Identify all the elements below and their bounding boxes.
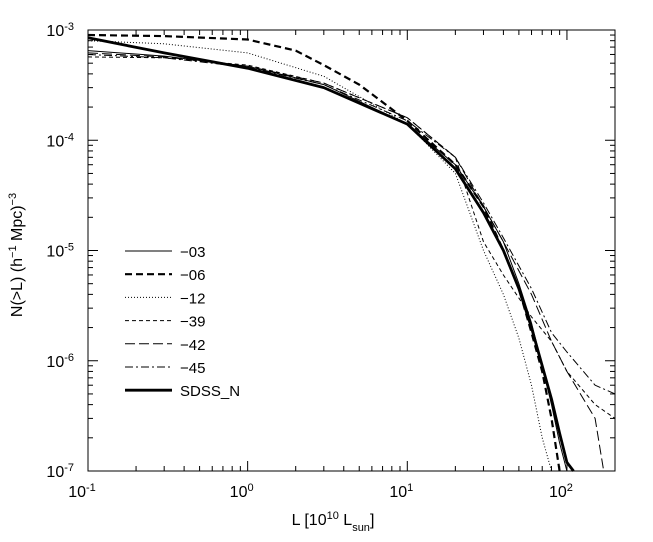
x-tick-label: 101 — [389, 482, 413, 501]
series-line-6 — [87, 36, 575, 472]
legend-label: −39 — [180, 314, 205, 331]
legend-label: −12 — [180, 290, 205, 307]
series-line-1 — [87, 33, 561, 472]
series-line-0 — [87, 50, 568, 472]
axis-ticks: 10-1 100 101 102 10-7 10-6 10-5 10-4 10-3 — [46, 21, 616, 501]
x-axis-label: L [1010 Lsun] — [292, 510, 375, 534]
legend-label: −42 — [180, 337, 205, 354]
series-line-2 — [87, 40, 552, 472]
series-lines — [87, 33, 616, 472]
legend-label: −06 — [180, 267, 205, 284]
y-tick-label: 10-7 — [46, 462, 74, 481]
y-tick-label: 10-4 — [46, 131, 74, 150]
x-tick-label: 100 — [230, 482, 254, 501]
series-line-4 — [87, 52, 605, 472]
series-line-3 — [87, 56, 616, 419]
legend-label: SDSS_N — [180, 383, 240, 400]
y-tick-label: 10-6 — [46, 352, 74, 371]
y-axis-label: N(>L) (h−1 Mpc)−3 — [7, 193, 26, 317]
x-tick-label: 10-1 — [68, 482, 96, 501]
y-tick-label: 10-5 — [46, 242, 74, 261]
x-tick-label: 102 — [549, 482, 573, 501]
legend: −03 −06 −12 −39 −42 −45 SDSS_N — [125, 244, 240, 400]
y-tick-label: 10-3 — [46, 21, 74, 40]
legend-label: −03 — [180, 244, 205, 261]
legend-label: −45 — [180, 360, 205, 377]
